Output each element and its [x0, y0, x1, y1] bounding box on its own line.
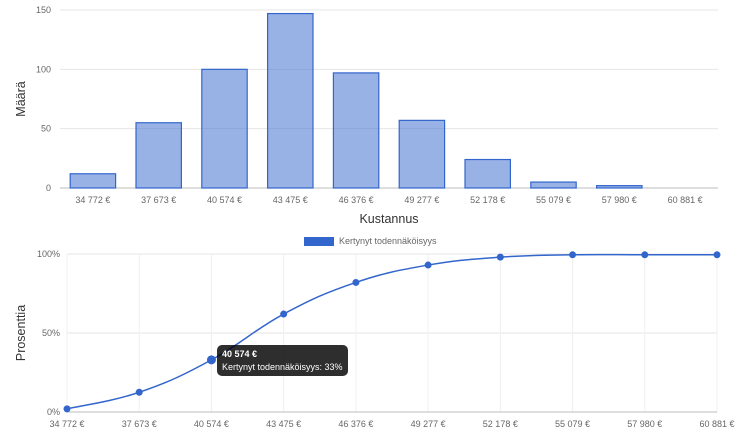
chart-tooltip: 40 574 € Kertynyt todennäköisyys: 33%	[217, 345, 348, 376]
bar-y-tick-label: 100	[36, 64, 51, 74]
line-y-tick-label: 50%	[42, 328, 60, 338]
bar	[201, 68, 248, 189]
line-x-tick-label: 43 475 €	[266, 419, 301, 429]
line-point	[641, 251, 649, 259]
line-x-tick-label: 34 772 €	[49, 419, 84, 429]
tooltip-body: Kertynyt todennäköisyys: 33%	[222, 362, 343, 372]
bar-x-axis-title: Kustannus	[359, 212, 418, 226]
line-point	[280, 310, 288, 318]
bar-x-tick-label: 52 178 €	[470, 195, 505, 205]
line-x-tick-label: 49 277 €	[411, 419, 446, 429]
bar-y-axis-title: Määrä	[14, 81, 28, 116]
bar	[398, 119, 446, 189]
line-point	[206, 355, 216, 365]
bar-y-tick-label: 150	[36, 5, 51, 15]
line-point	[496, 253, 504, 261]
bar-x-tick-label: 55 079 €	[536, 195, 571, 205]
bar-x-tick-label: 49 277 €	[404, 195, 439, 205]
line-point	[63, 405, 71, 413]
bar-x-tick-label: 60 881 €	[668, 195, 703, 205]
bar-x-tick-label: 57 980 €	[602, 195, 637, 205]
line-point	[569, 251, 577, 259]
bar-y-tick-label: 50	[41, 124, 51, 134]
legend-label: Kertynyt todennäköisyys	[339, 236, 437, 246]
line-x-tick-label: 40 574 €	[194, 419, 229, 429]
line-series	[66, 253, 717, 410]
bar-x-tick-label: 40 574 €	[207, 195, 242, 205]
bar	[332, 72, 380, 189]
line-point	[424, 261, 432, 269]
bar	[69, 173, 117, 189]
line-x-tick-label: 55 079 €	[555, 419, 590, 429]
bar-x-tick-label: 34 772 €	[75, 195, 110, 205]
line-y-tick-label: 0%	[47, 407, 60, 417]
bar-x-tick-label: 37 673 €	[141, 195, 176, 205]
bar	[266, 12, 314, 189]
tooltip-title: 40 574 €	[222, 349, 258, 359]
line-x-tick-label: 60 881 €	[699, 419, 734, 429]
bar-x-tick-label: 46 376 €	[339, 195, 374, 205]
line-y-axis-title: Prosenttia	[14, 305, 28, 361]
line-x-tick-label: 37 673 €	[122, 419, 157, 429]
legend-swatch	[304, 237, 334, 246]
bar-x-tick-label: 43 475 €	[273, 195, 308, 205]
line-point	[713, 251, 721, 259]
bar-y-tick-label: 0	[46, 183, 51, 193]
line-point	[352, 278, 360, 286]
line-x-tick-label: 46 376 €	[338, 419, 373, 429]
line-x-tick-label: 57 980 €	[627, 419, 662, 429]
bar	[595, 185, 643, 189]
bar	[135, 122, 183, 189]
bar	[530, 181, 577, 189]
line-point	[135, 388, 143, 396]
bar	[464, 158, 512, 189]
line-x-tick-label: 52 178 €	[483, 419, 518, 429]
line-y-tick-label: 100%	[37, 249, 60, 259]
